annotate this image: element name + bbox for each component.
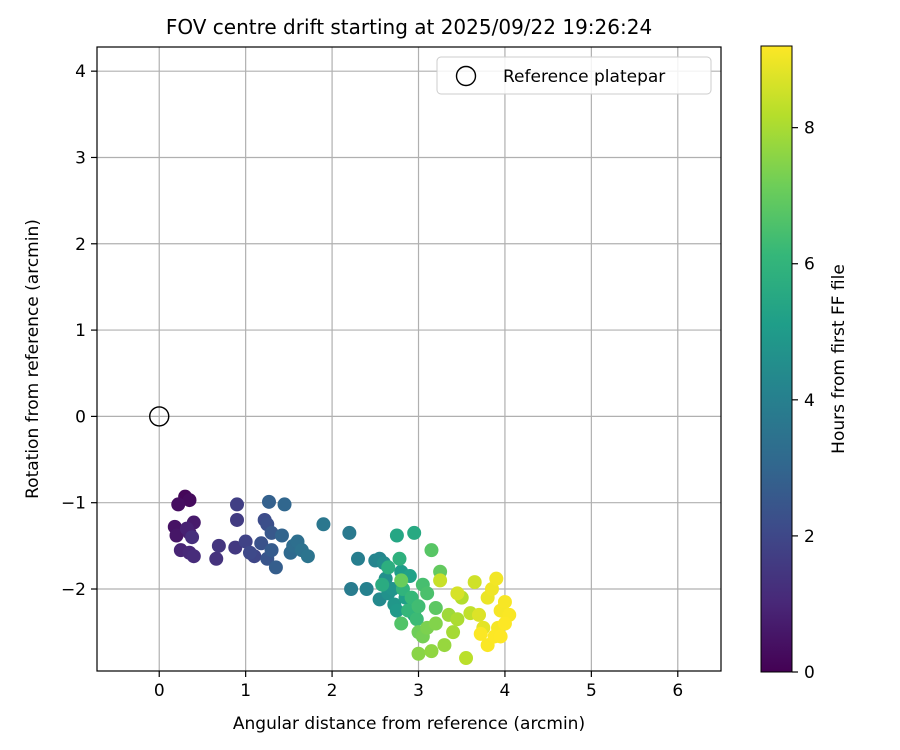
data-point bbox=[274, 528, 289, 543]
data-point bbox=[261, 494, 276, 509]
x-tick-label: 5 bbox=[586, 681, 597, 701]
data-point bbox=[186, 549, 201, 564]
x-tick-label: 2 bbox=[327, 681, 338, 701]
data-point bbox=[238, 534, 253, 549]
data-point bbox=[407, 525, 422, 540]
x-tick-label: 3 bbox=[413, 681, 424, 701]
y-tick-label: 0 bbox=[75, 407, 86, 427]
legend-reference-icon bbox=[455, 65, 477, 87]
data-point bbox=[182, 493, 197, 508]
chart-title: FOV centre drift starting at 2025/09/22 … bbox=[166, 15, 652, 39]
data-point bbox=[497, 594, 512, 609]
data-point bbox=[228, 540, 243, 555]
colorbar-tick-label: 0 bbox=[804, 663, 815, 683]
y-tick-label: −2 bbox=[61, 580, 86, 600]
colorbar-ticks: 0 2 4 6 8 bbox=[792, 119, 815, 683]
colorbar-tick-label: 6 bbox=[804, 255, 815, 275]
colorbar bbox=[760, 45, 793, 673]
data-point bbox=[394, 616, 409, 631]
data-point bbox=[211, 538, 226, 553]
data-point bbox=[359, 582, 374, 597]
colorbar-label: Hours from first FF file bbox=[829, 264, 849, 454]
data-point bbox=[169, 528, 184, 543]
x-tick-label: 4 bbox=[500, 681, 511, 701]
data-point bbox=[489, 571, 504, 586]
x-axis-ticks: 0 1 2 3 4 5 6 bbox=[154, 671, 683, 701]
colorbar-tick-label: 2 bbox=[804, 527, 815, 547]
data-point bbox=[254, 536, 269, 551]
data-point bbox=[428, 600, 443, 615]
x-tick-label: 1 bbox=[240, 681, 251, 701]
data-point bbox=[264, 543, 279, 558]
data-point bbox=[268, 560, 283, 575]
data-point bbox=[472, 607, 487, 622]
x-axis-label: Angular distance from reference (arcmin) bbox=[233, 714, 585, 734]
data-point bbox=[171, 497, 186, 512]
data-point bbox=[473, 626, 488, 641]
data-point bbox=[394, 573, 409, 588]
reference-platepar-point bbox=[149, 406, 170, 427]
x-tick-label: 0 bbox=[154, 681, 165, 701]
data-point bbox=[411, 599, 426, 614]
data-point bbox=[242, 545, 257, 560]
data-point bbox=[493, 629, 508, 644]
data-point bbox=[433, 573, 448, 588]
data-point bbox=[428, 616, 443, 631]
data-point bbox=[420, 586, 435, 601]
y-tick-label: −1 bbox=[61, 494, 86, 514]
data-point bbox=[450, 586, 465, 601]
data-point bbox=[375, 577, 390, 592]
x-tick-label: 6 bbox=[672, 681, 683, 701]
data-point bbox=[411, 646, 426, 661]
y-axis-label: Rotation from reference (arcmin) bbox=[23, 219, 43, 499]
data-point bbox=[424, 543, 439, 558]
data-point bbox=[497, 616, 512, 631]
data-point bbox=[344, 582, 359, 597]
data-point bbox=[277, 497, 292, 512]
data-point bbox=[185, 530, 200, 545]
legend: Reference platepar bbox=[436, 56, 712, 95]
data-point bbox=[230, 512, 245, 527]
data-point bbox=[342, 525, 357, 540]
data-point bbox=[300, 549, 315, 564]
y-tick-label: 4 bbox=[75, 62, 86, 82]
y-tick-label: 1 bbox=[75, 321, 86, 341]
y-tick-label: 3 bbox=[75, 148, 86, 168]
data-point bbox=[450, 612, 465, 627]
data-point bbox=[437, 638, 452, 653]
scatter-points bbox=[167, 489, 517, 666]
data-point bbox=[381, 560, 396, 575]
y-axis-ticks: −2 −1 0 1 2 3 4 bbox=[61, 62, 97, 600]
data-point bbox=[351, 551, 366, 566]
data-point bbox=[409, 612, 424, 627]
data-point bbox=[389, 603, 404, 618]
data-point bbox=[467, 575, 482, 590]
data-point bbox=[424, 644, 439, 659]
reference-marker bbox=[149, 406, 170, 427]
colorbar-tick-label: 4 bbox=[804, 391, 815, 411]
data-point bbox=[389, 528, 404, 543]
plot-frame bbox=[96, 46, 722, 672]
data-point bbox=[316, 517, 331, 532]
legend-label: Reference platepar bbox=[503, 67, 665, 87]
data-point bbox=[209, 551, 224, 566]
data-point bbox=[459, 651, 474, 666]
y-tick-label: 2 bbox=[75, 235, 86, 255]
data-point bbox=[446, 625, 461, 640]
data-point bbox=[392, 551, 407, 566]
data-point bbox=[230, 497, 245, 512]
legend-box bbox=[436, 56, 712, 95]
colorbar-tick-label: 8 bbox=[804, 119, 815, 139]
